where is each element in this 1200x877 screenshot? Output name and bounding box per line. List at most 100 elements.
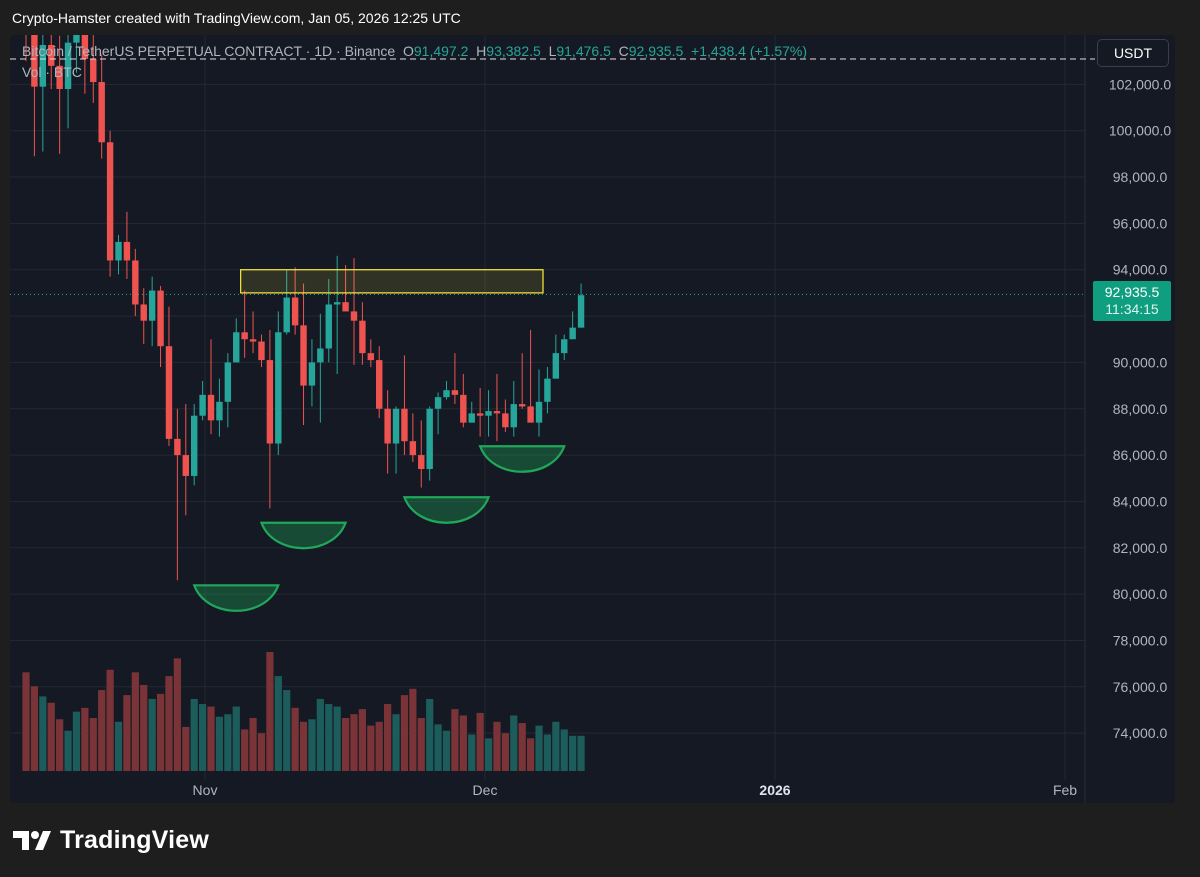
- candle-body: [552, 353, 560, 379]
- volume-bar: [299, 721, 308, 771]
- volume-bar: [232, 706, 240, 771]
- volume-bar: [367, 725, 375, 771]
- candle-body: [283, 297, 290, 333]
- volume-layer: [22, 652, 585, 771]
- candle-body: [493, 411, 501, 414]
- candle-body: [157, 290, 164, 347]
- candle-body: [308, 362, 316, 386]
- volume-bar: [384, 704, 392, 771]
- candle-body: [544, 378, 551, 402]
- volume-bar: [426, 698, 434, 771]
- volume-bar: [89, 718, 97, 771]
- candle-body: [249, 339, 257, 342]
- x-tick-label: Dec: [473, 782, 498, 798]
- volume-bar: [30, 686, 39, 771]
- change-value: +1,438.4 (+1.57%): [691, 43, 808, 59]
- low-value: 91,476.5: [556, 43, 611, 59]
- tradingview-logo-icon: [13, 830, 51, 850]
- volume-bar: [493, 721, 501, 771]
- volume-bar: [207, 706, 215, 771]
- grid-layer: [10, 35, 1085, 780]
- volume-bar: [526, 738, 535, 771]
- volume-bar: [535, 725, 543, 771]
- volume-bar: [47, 702, 55, 771]
- candle-body: [199, 394, 206, 416]
- candle-body: [510, 404, 517, 428]
- open-key: O: [402, 43, 414, 59]
- volume-bar: [569, 735, 577, 771]
- candle-body: [342, 302, 349, 312]
- candle-body: [258, 341, 265, 361]
- volume-bar: [308, 719, 316, 771]
- high-key: H: [476, 43, 487, 59]
- chart-panel[interactable]: 102,000.0 100,000.0 98,000.0 96,000.0 94,000…: [10, 35, 1175, 803]
- candle-body: [527, 406, 534, 423]
- volume-bar: [417, 718, 425, 771]
- candle-body: [140, 304, 147, 321]
- volume-bar: [543, 734, 552, 771]
- candlestick-chart[interactable]: 102,000.0 100,000.0 98,000.0 96,000.0 94,000…: [10, 35, 1175, 803]
- volume-bar: [81, 707, 89, 771]
- volume-bar: [98, 690, 106, 771]
- candle-body: [451, 390, 459, 395]
- volume-bar: [375, 721, 383, 771]
- candle-body: [443, 390, 450, 398]
- candle-body: [333, 302, 341, 305]
- volume-bar: [182, 726, 190, 771]
- symbol-name[interactable]: Bitcoin / TetherUS PERPETUAL CONTRACT · …: [22, 43, 396, 59]
- candle-body: [275, 332, 282, 444]
- volume-bar: [434, 724, 442, 771]
- candle-body: [106, 142, 114, 261]
- candle-body: [561, 339, 568, 354]
- candle-body: [317, 348, 324, 363]
- volume-bar: [39, 696, 47, 771]
- cup-pattern: [192, 584, 280, 612]
- volume-bar: [106, 669, 114, 771]
- y-tick-label: 78,000.0: [1113, 632, 1168, 648]
- volume-bar: [148, 698, 156, 771]
- candle-body: [401, 408, 408, 442]
- volume-bar: [341, 718, 350, 771]
- volume-bar: [333, 706, 341, 771]
- candle-body: [224, 362, 232, 402]
- volume-bar: [190, 698, 198, 771]
- volume-bar: [451, 709, 459, 771]
- volume-legend[interactable]: Vol · BTC: [22, 64, 82, 80]
- x-tick-label: Nov: [193, 782, 218, 798]
- volume-bar: [215, 716, 224, 771]
- volume-bar: [518, 723, 526, 771]
- y-tick-label: 76,000.0: [1113, 679, 1168, 695]
- candle-body: [207, 394, 215, 421]
- volume-bar: [22, 672, 30, 771]
- candle-body: [190, 415, 198, 476]
- volume-bar: [316, 698, 324, 771]
- volume-bar: [64, 730, 72, 771]
- y-tick-label: 96,000.0: [1113, 215, 1168, 231]
- candle-body: [502, 413, 509, 428]
- candle-body: [409, 441, 417, 456]
- volume-bar: [442, 730, 451, 771]
- y-tick-label: 84,000.0: [1113, 493, 1168, 509]
- candle-body: [98, 82, 105, 143]
- y-tick-label: 102,000.0: [1109, 76, 1171, 92]
- candle-body: [216, 401, 223, 421]
- candle-body: [460, 394, 467, 423]
- symbol-legend: Bitcoin / TetherUS PERPETUAL CONTRACT · …: [22, 43, 807, 59]
- currency-button[interactable]: USDT: [1097, 39, 1169, 67]
- y-tick-label: 86,000.0: [1113, 447, 1168, 463]
- candle-body: [367, 353, 375, 361]
- volume-bar: [241, 729, 249, 771]
- volume-bar: [72, 711, 81, 771]
- volume-bar: [274, 676, 282, 771]
- volume-bar: [114, 721, 123, 771]
- volume-bar: [409, 688, 417, 771]
- footer-logo[interactable]: TradingView: [12, 826, 209, 855]
- y-tick-label: 90,000.0: [1113, 354, 1168, 370]
- candle-body: [418, 455, 425, 469]
- last-price-badge: 92,935.5 11:34:15: [1093, 281, 1171, 321]
- candle-body: [392, 408, 400, 444]
- volume-bar: [131, 672, 139, 771]
- volume-bar: [552, 721, 560, 771]
- candle-body: [39, 44, 47, 87]
- candle-body: [434, 397, 442, 409]
